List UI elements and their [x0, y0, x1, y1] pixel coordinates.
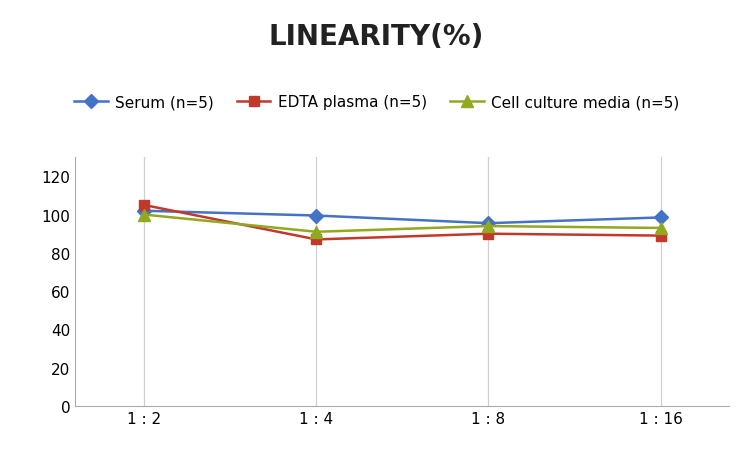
- Text: LINEARITY(%): LINEARITY(%): [268, 23, 484, 51]
- EDTA plasma (n=5): [140, 203, 149, 208]
- Cell culture media (n=5): [312, 230, 321, 235]
- Serum (n=5): [484, 221, 493, 226]
- Serum (n=5): [140, 208, 149, 214]
- EDTA plasma (n=5): [484, 231, 493, 237]
- Serum (n=5): [312, 213, 321, 219]
- Line: EDTA plasma (n=5): EDTA plasma (n=5): [139, 201, 666, 245]
- Serum (n=5): [656, 215, 665, 221]
- Line: Cell culture media (n=5): Cell culture media (n=5): [138, 210, 666, 238]
- Line: Serum (n=5): Serum (n=5): [139, 207, 666, 229]
- Cell culture media (n=5): [140, 212, 149, 218]
- Cell culture media (n=5): [484, 224, 493, 229]
- Legend: Serum (n=5), EDTA plasma (n=5), Cell culture media (n=5): Serum (n=5), EDTA plasma (n=5), Cell cul…: [68, 89, 686, 116]
- Cell culture media (n=5): [656, 226, 665, 231]
- EDTA plasma (n=5): [312, 237, 321, 243]
- EDTA plasma (n=5): [656, 233, 665, 239]
